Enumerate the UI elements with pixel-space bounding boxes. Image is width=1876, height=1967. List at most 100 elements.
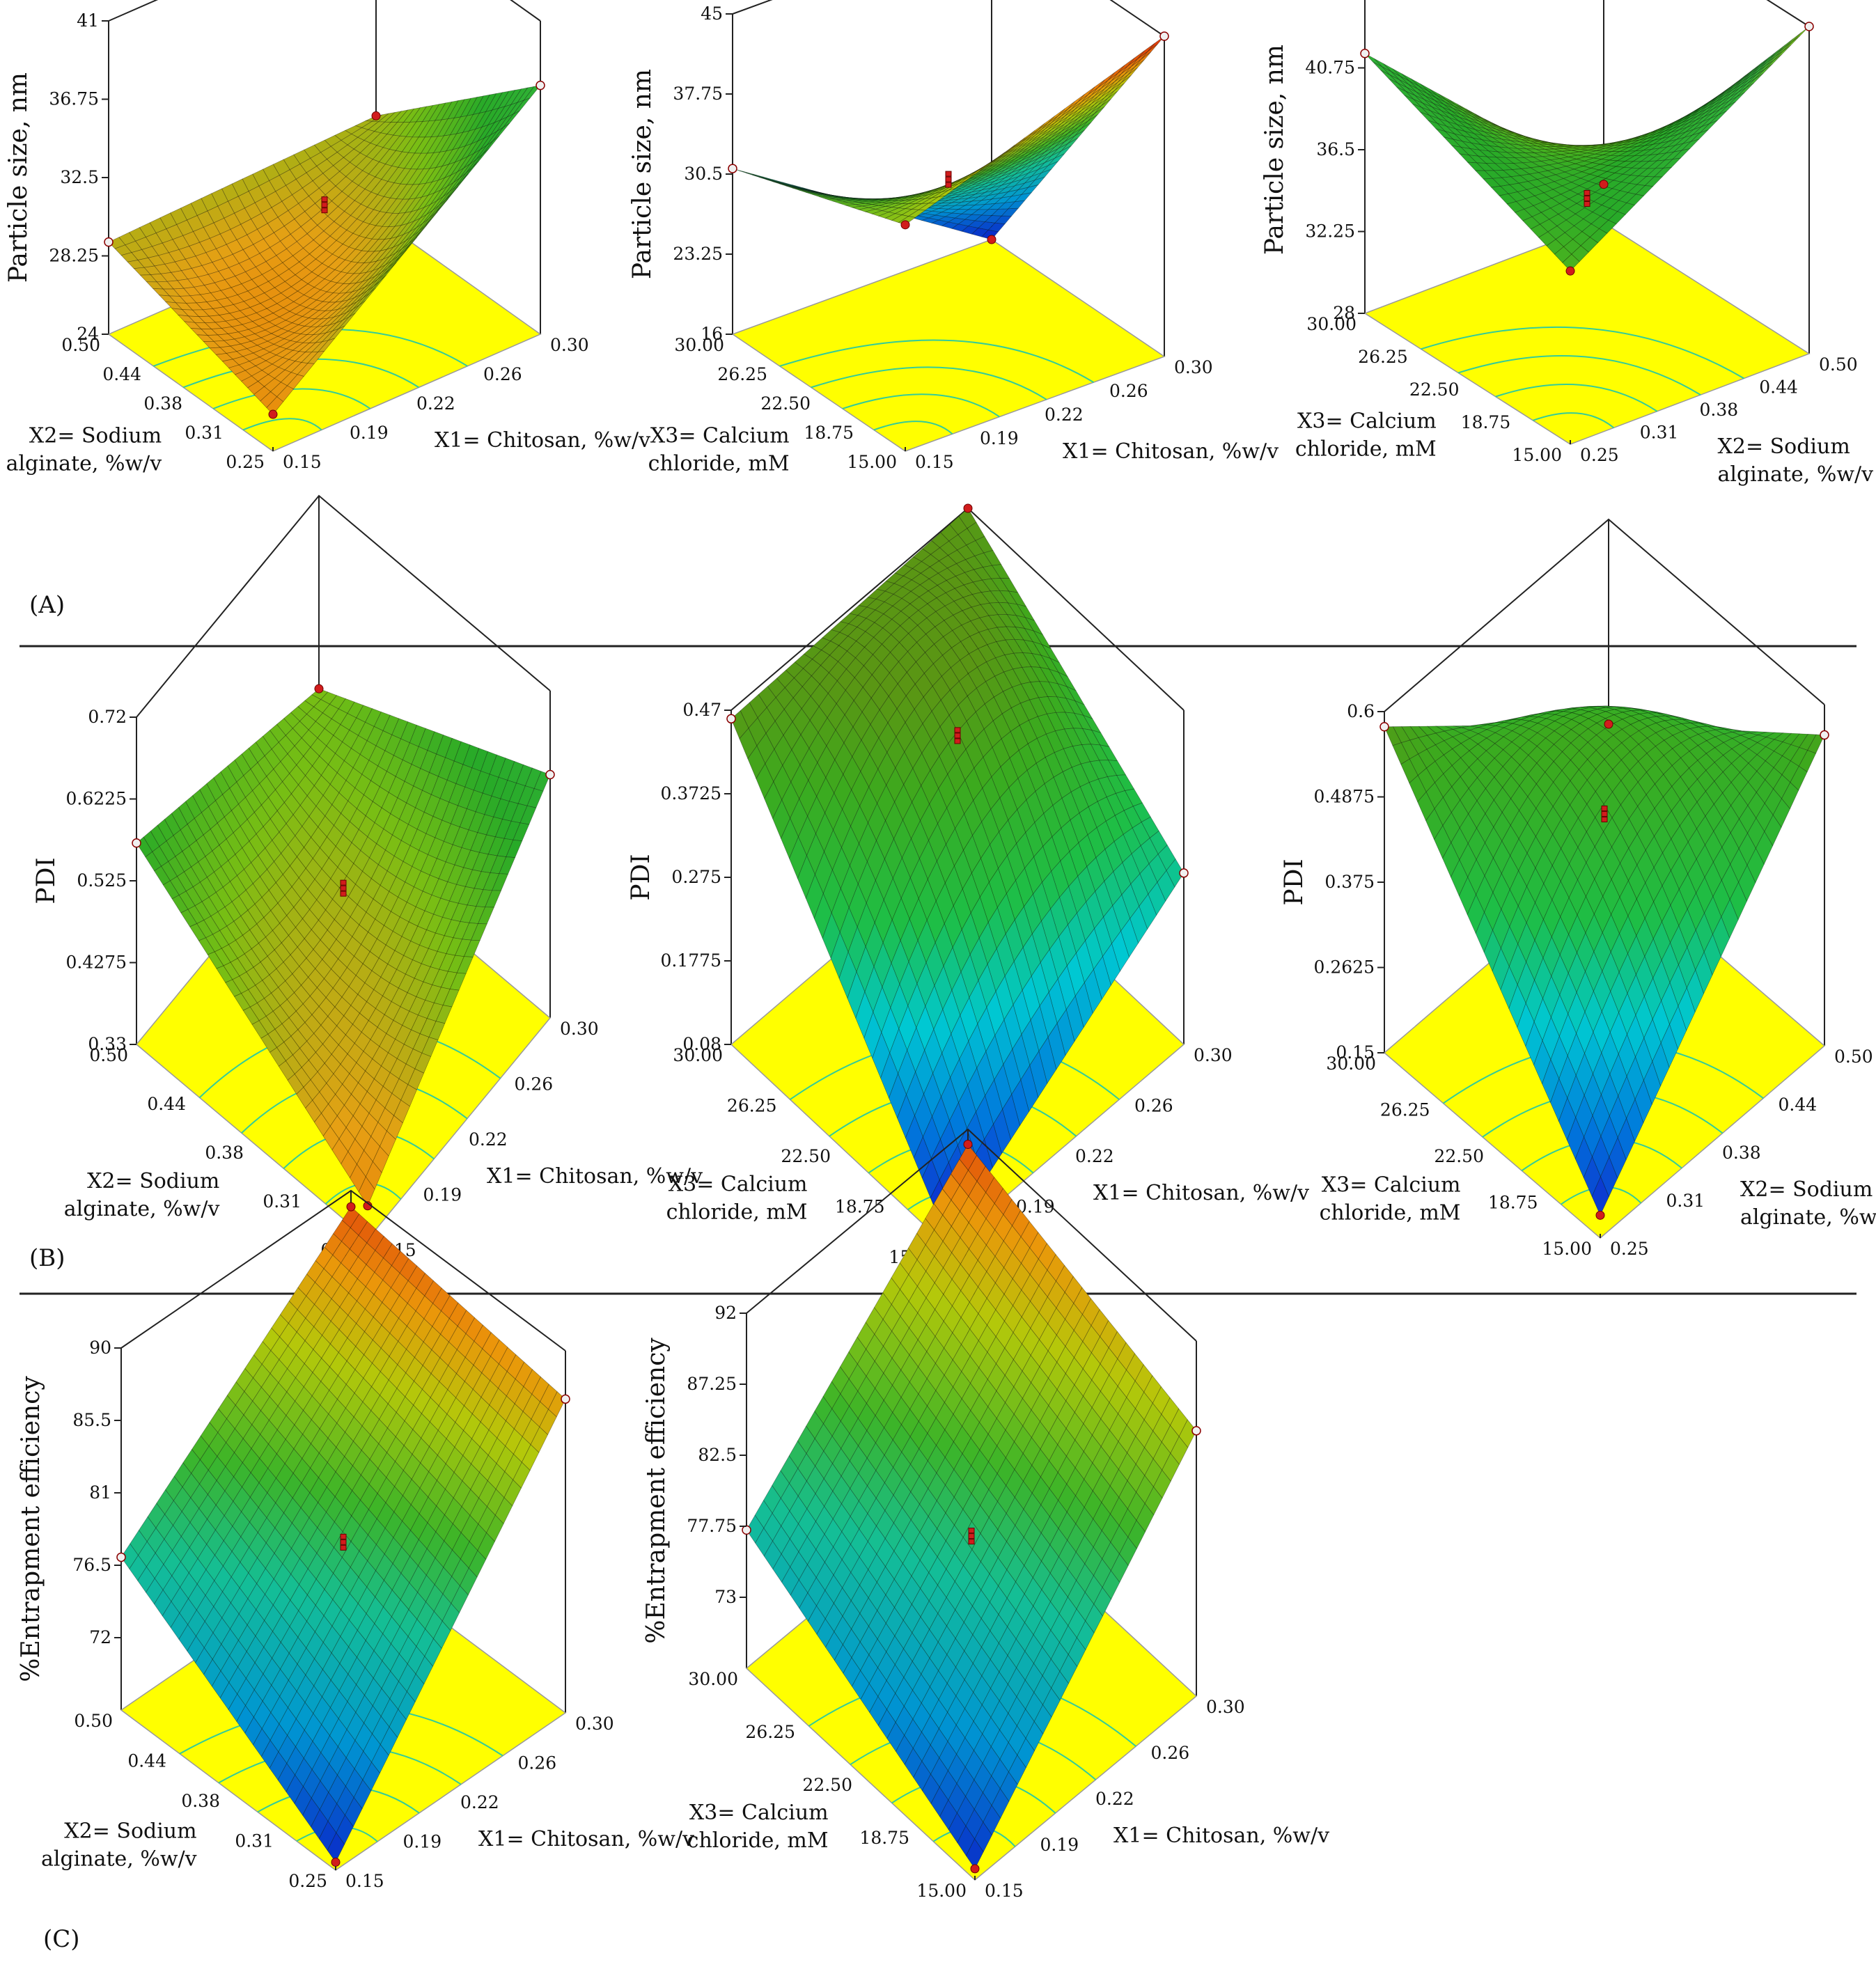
y-tick-label: 30.00 [1326, 1053, 1376, 1074]
design-point [545, 769, 555, 780]
surface-cell [297, 363, 315, 377]
surface-cell [312, 301, 330, 311]
surface-cell [338, 313, 356, 329]
design-point [371, 111, 381, 120]
surface-cell [392, 198, 410, 214]
surface-cell [265, 325, 283, 334]
center-point-marker [321, 202, 328, 208]
center-point-marker [1584, 201, 1590, 207]
surface-cell [288, 351, 306, 362]
x-tick-label: 0.44 [1779, 1095, 1818, 1115]
surface-cell [349, 272, 368, 284]
surface-cell [329, 171, 347, 187]
design-point [728, 164, 737, 173]
surface-cell [492, 123, 510, 141]
y-tick-label: 18.75 [1461, 412, 1511, 432]
floor-contour-line [242, 418, 322, 431]
y-axis-title: X3= Calcium [1297, 409, 1437, 434]
floor-contour-line [212, 388, 371, 409]
x-tick-label: 0.22 [416, 393, 455, 414]
y-tick-label: 22.50 [760, 393, 811, 414]
z-tick-label: 36.75 [49, 89, 99, 109]
z-tick-label: 0.4275 [66, 953, 127, 973]
y-tick-label: 15.00 [847, 452, 897, 472]
z-tick-label: 28.25 [49, 246, 99, 266]
surface-cell [1031, 153, 1049, 165]
surface-cell [303, 287, 321, 299]
surface-cell [1074, 112, 1092, 127]
surface-cell [353, 140, 371, 154]
center-point-marker [340, 891, 347, 897]
design-point [268, 409, 278, 419]
surface-cell [799, 189, 816, 195]
surface-cell [424, 119, 442, 138]
x-tick-label: 0.15 [915, 452, 954, 472]
surface-cell [968, 166, 985, 178]
x-axis-title: alginate, %w/v [1718, 462, 1874, 487]
surface-cell [895, 195, 912, 199]
surface-cell [269, 240, 288, 256]
z-tick-label: 41 [77, 10, 99, 31]
surface-cell [822, 194, 839, 197]
design-point [1179, 868, 1189, 878]
surface-cell [402, 184, 420, 200]
surface-cell [842, 197, 859, 200]
surface-cell [389, 249, 407, 269]
center-point-marker [340, 879, 347, 886]
y-tick-label: 30.00 [673, 1045, 723, 1065]
surface-plot-6: 0.60.48750.3750.26250.15PDI0.250.310.380… [1280, 518, 1876, 1259]
surface-cell [373, 196, 391, 212]
surface-cell [399, 227, 416, 245]
center-point-marker [945, 176, 952, 182]
x-axis-title: alginate, %w/v [1740, 1205, 1876, 1230]
surface-cell [1031, 144, 1049, 156]
surface-cell [453, 97, 471, 118]
z-tick-label: 0.3725 [661, 783, 721, 804]
surface-cell [379, 198, 398, 213]
design-point [1159, 31, 1169, 41]
surface-cell [209, 347, 227, 355]
y-tick-label: 26.25 [1380, 1100, 1430, 1120]
design-point [1360, 49, 1370, 58]
y-tick-label: 15.00 [1542, 1239, 1592, 1259]
surface-cell [383, 256, 401, 275]
y-tick-label: 0.31 [263, 1191, 302, 1212]
surface-cell [290, 279, 308, 292]
surface-cell [212, 258, 230, 272]
surface-cell [1074, 122, 1092, 136]
box-top-edge [1766, 0, 1810, 27]
y-axis-title: chloride, mM [1320, 1201, 1461, 1225]
surface-cell [435, 149, 453, 169]
x-tick-label: 0.19 [423, 1185, 462, 1205]
surface-cell [453, 164, 471, 183]
surface-cell [157, 252, 175, 265]
y-axis-title: alginate, %w/v [64, 1197, 220, 1221]
y-axis-title: chloride, mM [1295, 437, 1437, 462]
surface-cell [342, 305, 360, 321]
surface-cell [477, 122, 496, 142]
y-tick-label: 26.25 [1358, 347, 1408, 367]
floor-contour-line [873, 421, 953, 435]
center-point-marker [340, 885, 347, 891]
surface-cell [503, 110, 520, 128]
z-tick-label: 36.5 [1316, 139, 1355, 159]
surface-cell [988, 163, 1006, 173]
surface-cell [401, 136, 419, 153]
surface-cell [260, 391, 278, 409]
center-point-marker [1584, 189, 1590, 196]
surface-cell [446, 132, 464, 152]
center-point-marker [954, 738, 961, 744]
surface-cell [464, 126, 483, 147]
x-tick-label: 0.30 [1174, 357, 1213, 377]
surface-cell [988, 177, 1006, 186]
surface-cell [831, 201, 849, 204]
surface-cell [382, 212, 400, 228]
surface-cell [286, 374, 304, 390]
center-point-marker [321, 196, 328, 203]
surface-cell [1783, 36, 1801, 52]
z-axis-title: PDI [1280, 859, 1308, 905]
surface-cell [275, 185, 292, 202]
center-point-marker [954, 727, 961, 733]
surface-cell [377, 226, 396, 240]
surface-cell [523, 85, 541, 101]
